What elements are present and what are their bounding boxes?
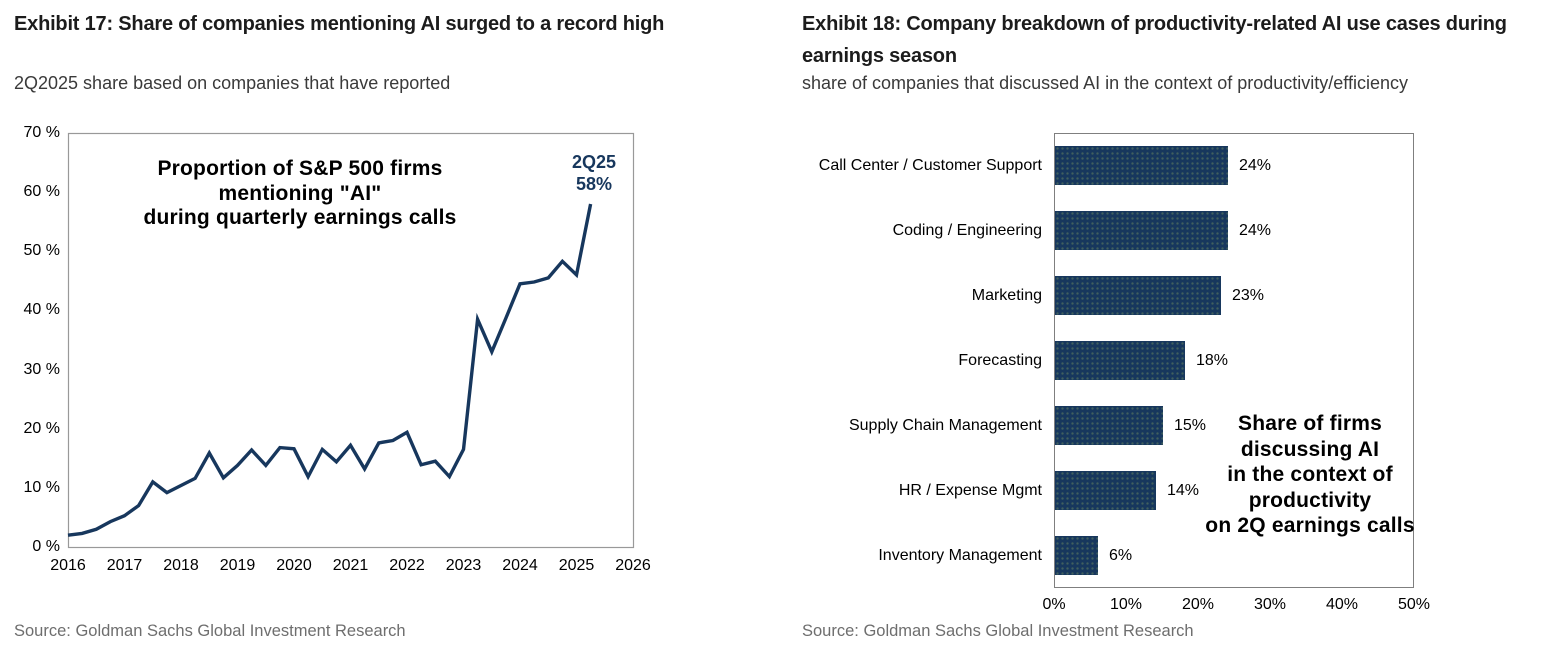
- bar: [1055, 536, 1098, 575]
- bar-category-label: Inventory Management: [878, 546, 1042, 564]
- y-axis-tick-label: 30 %: [23, 360, 60, 378]
- plot-frame: [67, 132, 635, 549]
- peak-callout: 2Q25 58%: [544, 151, 644, 195]
- chart-annotation: Proportion of S&P 500 firms mentioning "A…: [118, 157, 482, 231]
- line-chart-canvas: [67, 132, 635, 549]
- peak-callout-line: 2Q25: [571, 152, 617, 172]
- bar-category-label: Supply Chain Management: [848, 416, 1042, 434]
- bar-value-label: 23%: [1232, 286, 1265, 304]
- y-axis-tick-label: 10 %: [23, 478, 60, 496]
- chart-annotation-line: in the context of: [1227, 463, 1393, 486]
- bar-category-label: Forecasting: [958, 351, 1042, 369]
- y-axis-tick-label: 70 %: [23, 124, 60, 141]
- bar: [1055, 146, 1228, 185]
- x-axis-tick-label: 0%: [1042, 596, 1066, 613]
- bar-value-label: 24%: [1239, 156, 1272, 174]
- peak-callout-line: 58%: [575, 174, 613, 194]
- bar: [1055, 276, 1221, 315]
- exhibit-18-source: Source: Goldman Sachs Global Investment …: [802, 622, 1194, 640]
- bar-value-label: 24%: [1239, 221, 1272, 239]
- exhibit-17-source: Source: Goldman Sachs Global Investment …: [14, 622, 406, 640]
- x-axis-tick-label: 2024: [502, 557, 538, 574]
- bar: [1055, 471, 1156, 510]
- x-axis-tick-label: 2022: [389, 557, 425, 574]
- exhibit-17-panel: Exhibit 17: Share of companies mentionin…: [14, 0, 784, 660]
- bar-category-label: Marketing: [971, 286, 1042, 304]
- bar: [1055, 341, 1185, 380]
- exhibit-17-title: Exhibit 17: Share of companies mentionin…: [14, 13, 665, 35]
- bar-category-label: HR / Expense Mgmt: [898, 481, 1042, 499]
- chart-annotation-line: discussing AI: [1240, 437, 1380, 461]
- x-axis-tick-label: 2016: [50, 557, 86, 574]
- y-axis-tick-label: 40 %: [23, 301, 60, 319]
- bar: [1055, 406, 1163, 445]
- bar-value-label: 14%: [1167, 481, 1200, 499]
- chart-annotation-line: productivity: [1248, 488, 1372, 512]
- x-axis-tick-label: 2017: [106, 557, 143, 574]
- chart-annotation-line: on 2Q earnings calls: [1205, 514, 1415, 537]
- x-axis-tick-label: 2019: [219, 557, 256, 574]
- chart-annotation-line: during quarterly earnings calls: [143, 206, 457, 229]
- bar-category-label: Call Center / Customer Support: [818, 156, 1042, 174]
- exhibit-17-subtitle: 2Q2025 share based on companies that hav…: [14, 73, 451, 93]
- x-axis-tick-label: 2020: [276, 557, 312, 574]
- x-axis-tick-label: 30%: [1253, 596, 1287, 613]
- x-axis-tick-label: 2026: [615, 557, 651, 574]
- x-axis-tick-label: 20%: [1181, 596, 1215, 613]
- exhibit-18-panel: Exhibit 18: Company breakdown of product…: [802, 0, 1556, 660]
- bar-value-label: 6%: [1109, 546, 1133, 564]
- chart-annotation: Share of firms discussing AI in the contex…: [1120, 411, 1500, 539]
- bar: [1055, 211, 1228, 250]
- x-axis-tick-label: 2021: [332, 557, 369, 574]
- chart-annotation-line: Share of firms: [1237, 412, 1382, 435]
- x-axis-tick-label: 50%: [1397, 596, 1431, 613]
- chart-annotation-line: mentioning "AI": [218, 181, 382, 205]
- plot-frame: [1054, 133, 1414, 588]
- y-axis-tick-label: 60 %: [23, 183, 60, 201]
- x-axis-tick-label: 10%: [1109, 596, 1143, 613]
- y-axis-tick-label: 20 %: [23, 419, 60, 437]
- x-axis-tick-label: 2023: [445, 557, 482, 574]
- bar-category-label: Coding / Engineering: [892, 221, 1042, 239]
- exhibit-18-title: Exhibit 18: Company breakdown of product…: [802, 13, 1507, 67]
- x-axis-tick-label: 2018: [163, 557, 199, 574]
- x-axis-tick-label: 2025: [558, 557, 595, 574]
- chart-annotation-line: Proportion of S&P 500 firms: [157, 157, 443, 180]
- x-axis-tick-label: 40%: [1325, 596, 1359, 613]
- ai-mentions-series-line: [67, 203, 593, 537]
- exhibit-18-subtitle: share of companies that discussed AI in …: [802, 73, 1408, 93]
- bar-value-label: 15%: [1174, 416, 1207, 434]
- bar-value-label: 18%: [1196, 351, 1229, 369]
- bar-chart-ai-use-cases: Call Center / Customer Support 24% Coding …: [802, 125, 1556, 619]
- y-axis-tick-label: 0 %: [32, 538, 60, 555]
- line-chart-ai-mentions: 0 % 10 % 20 % 30 % 40 % 50 % 60 % 70 % 2016 2017 2…: [14, 124, 670, 595]
- y-axis-tick-label: 50 %: [23, 242, 60, 260]
